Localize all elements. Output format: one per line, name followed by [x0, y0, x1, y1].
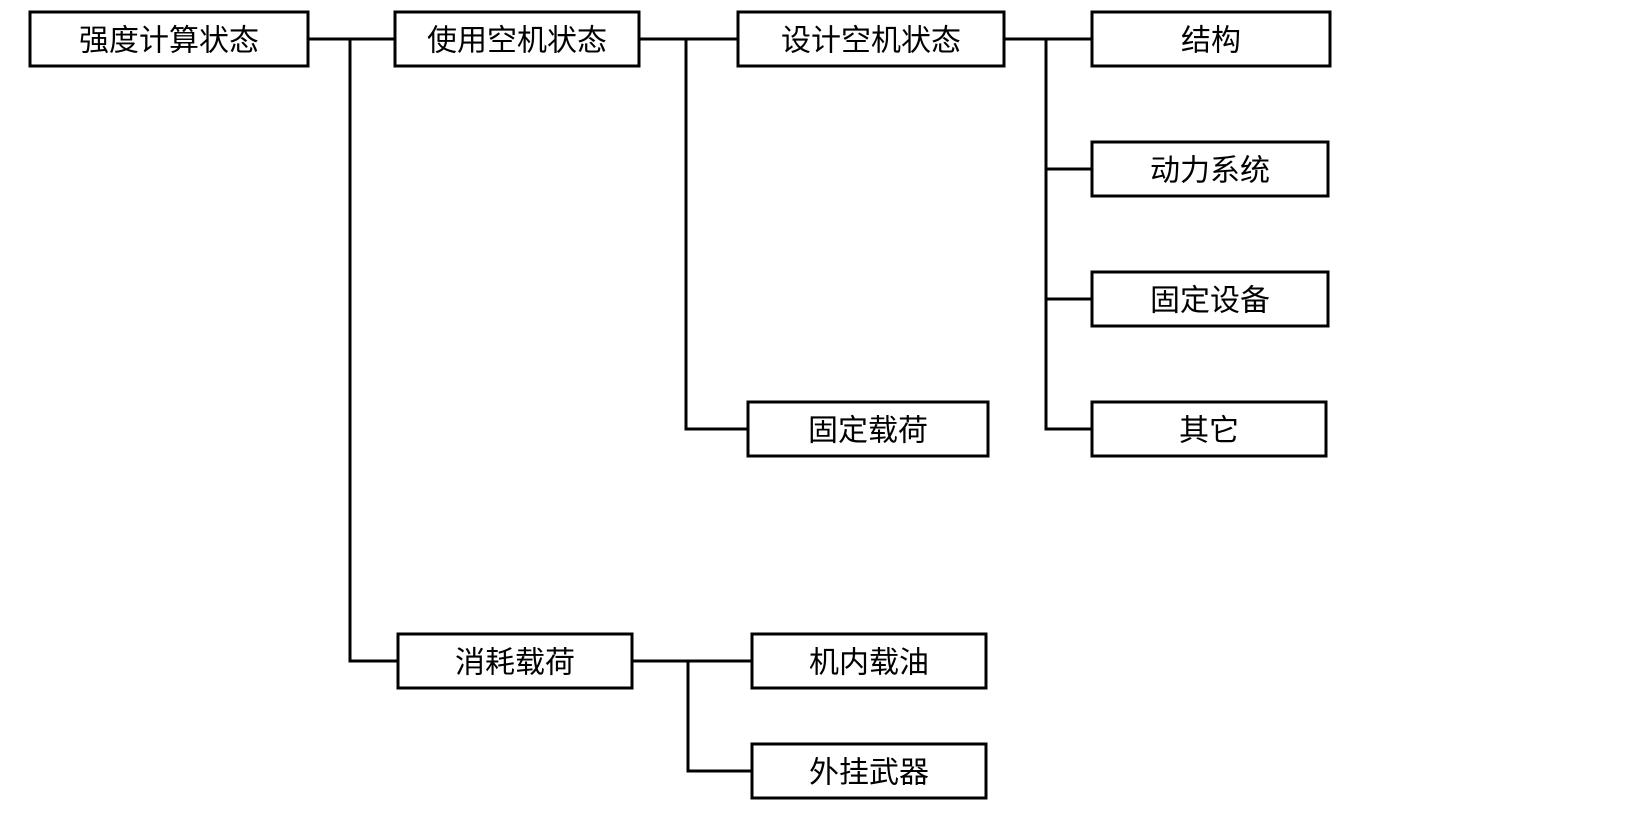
- node-use-label: 使用空机状态: [427, 25, 607, 58]
- node-power: 动力系统: [1092, 142, 1328, 196]
- node-struct: 结构: [1092, 12, 1330, 66]
- node-root: 强度计算状态: [30, 12, 308, 66]
- node-equip: 固定设备: [1092, 272, 1328, 326]
- node-consume: 消耗载荷: [398, 634, 632, 688]
- node-design: 设计空机状态: [738, 12, 1004, 66]
- node-weapon-label: 外挂武器: [809, 757, 929, 790]
- node-consume-label: 消耗载荷: [455, 647, 575, 680]
- node-other-label: 其它: [1179, 415, 1239, 448]
- node-struct-label: 结构: [1181, 25, 1241, 58]
- node-weapon: 外挂武器: [752, 744, 986, 798]
- node-design-label: 设计空机状态: [781, 25, 961, 58]
- node-fixed: 固定载荷: [748, 402, 988, 456]
- node-fixed-label: 固定载荷: [808, 415, 928, 448]
- node-power-label: 动力系统: [1150, 155, 1270, 188]
- tree-diagram: 强度计算状态 使用空机状态 设计空机状态固定载荷消耗载荷 机内载油外挂武器 结构动力系统…: [0, 0, 1636, 816]
- node-oil-label: 机内载油: [809, 647, 929, 680]
- node-oil: 机内载油: [752, 634, 986, 688]
- node-equip-label: 固定设备: [1150, 285, 1270, 318]
- node-use: 使用空机状态: [395, 12, 639, 66]
- node-root-label: 强度计算状态: [79, 25, 259, 58]
- node-other: 其它: [1092, 402, 1326, 456]
